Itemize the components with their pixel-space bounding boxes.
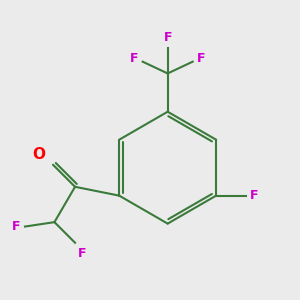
Text: F: F: [197, 52, 206, 65]
Text: F: F: [130, 52, 138, 65]
Text: F: F: [78, 247, 86, 260]
Text: O: O: [33, 147, 46, 162]
Text: F: F: [250, 189, 259, 202]
Text: F: F: [164, 31, 172, 44]
Text: F: F: [12, 220, 21, 233]
